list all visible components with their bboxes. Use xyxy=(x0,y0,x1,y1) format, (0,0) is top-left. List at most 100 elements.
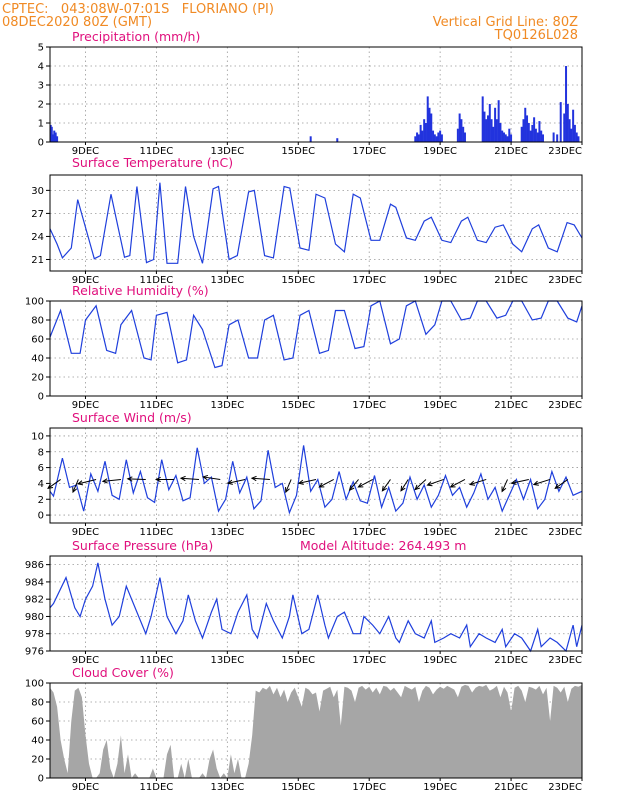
x-tick-label: 9DEC xyxy=(72,527,99,538)
y-tick-label: 24 xyxy=(31,232,44,243)
precipitation-bar xyxy=(538,121,541,142)
wind-vector-shaft xyxy=(72,479,79,493)
x-tick-label: 15DEC xyxy=(281,527,315,538)
x-tick-label: 17DEC xyxy=(352,655,386,666)
panel-frame xyxy=(49,682,583,779)
x-tick-label: 23DEC xyxy=(548,655,582,666)
wind-vector-shaft xyxy=(469,478,487,485)
panel-frame xyxy=(49,174,583,272)
precipitation-bar xyxy=(526,115,529,142)
precipitation-bar xyxy=(508,128,511,142)
precipitation-bar xyxy=(494,107,497,142)
series-line xyxy=(49,445,583,515)
precipitation-bar xyxy=(423,119,426,142)
wind-vector-head xyxy=(101,478,108,484)
y-tick-label: 27 xyxy=(31,209,44,220)
header-init-time: 08DEC2020 80Z (GMT) xyxy=(2,15,152,30)
wind-vector-shaft xyxy=(511,478,529,484)
panel-5: Surface Pressure (hPa) Model Altitude: 26… xyxy=(25,538,583,666)
wind-vector-shaft xyxy=(319,479,334,488)
wind-vector-head xyxy=(154,476,161,483)
header-grid-line: Vertical Grid Line: 80Z xyxy=(433,15,578,30)
wind-vector-shaft xyxy=(427,478,444,486)
x-tick-label: 9DEC xyxy=(72,655,99,666)
x-tick-label: 11DEC xyxy=(140,527,174,538)
wind-vector-head xyxy=(381,485,388,492)
x-tick-label: 19DEC xyxy=(423,527,457,538)
x-tick-label: 21DEC xyxy=(494,655,528,666)
x-tick-label: 21DEC xyxy=(494,782,528,793)
x-tick-label: 23DEC xyxy=(548,146,582,157)
x-tick-label: 15DEC xyxy=(281,782,315,793)
precipitation-bar xyxy=(533,117,536,142)
wind-vector-head xyxy=(414,484,421,491)
y-tick-label: 8 xyxy=(38,447,44,458)
y-tick-label: 0 xyxy=(38,392,44,403)
precipitation-bar xyxy=(50,126,53,142)
panel-title: Precipitation (mm/h) xyxy=(72,29,200,44)
x-tick-label: 23DEC xyxy=(548,782,582,793)
wind-vector-head xyxy=(126,476,133,482)
x-tick-label: 21DEC xyxy=(494,275,528,286)
precipitation-bar xyxy=(534,128,537,142)
y-tick-label: 21 xyxy=(31,255,44,266)
panel-title: Cloud Cover (%) xyxy=(72,665,174,680)
x-tick-label: 9DEC xyxy=(72,782,99,793)
precipitation-bar xyxy=(463,132,466,142)
x-tick-label: 13DEC xyxy=(210,655,244,666)
precipitation-bar xyxy=(492,126,495,142)
precipitation-bar xyxy=(572,109,575,142)
x-tick-label: 21DEC xyxy=(494,527,528,538)
panel-title: Relative Humidity (%) xyxy=(72,283,209,298)
precipitation-bar xyxy=(432,130,435,142)
y-tick-label: 10 xyxy=(31,431,44,442)
precipitation-bar xyxy=(421,130,424,142)
wind-vector-head xyxy=(285,487,290,494)
y-tick-label: 4 xyxy=(38,479,44,490)
x-tick-label: 15DEC xyxy=(281,655,315,666)
panel-2: Surface Temperature (nC) 21 24 27 30 9DEC 11DE… xyxy=(31,155,583,286)
precipitation-bar xyxy=(458,113,461,142)
wind-vector-head xyxy=(400,485,406,492)
y-tick-label: 20 xyxy=(31,755,44,766)
wind-vector-shaft xyxy=(127,478,146,480)
cloud-cover-area xyxy=(50,684,582,778)
wind-vector-shaft xyxy=(554,479,569,489)
wind-vector-shaft xyxy=(180,477,199,480)
precipitation-bar xyxy=(566,104,569,142)
precipitation-bar xyxy=(440,134,443,142)
x-tick-label: 19DEC xyxy=(423,400,457,411)
x-tick-label: 23DEC xyxy=(548,527,582,538)
wind-vector-head xyxy=(318,482,325,488)
wind-vector-shaft xyxy=(358,479,373,488)
y-tick-label: 984 xyxy=(25,577,44,588)
precipitation-bar xyxy=(522,119,525,142)
y-tick-label: 4 xyxy=(38,62,44,73)
x-tick-label: 19DEC xyxy=(423,655,457,666)
precipitation-bar xyxy=(556,134,559,142)
y-tick-label: 978 xyxy=(25,629,44,640)
wind-vector-shaft xyxy=(77,478,97,485)
panel-6: Cloud Cover (%) 0 20 40 60 80 100 9DEC 11DEC 13DE… xyxy=(25,665,583,793)
series-line xyxy=(49,182,583,264)
x-tick-label: 17DEC xyxy=(352,527,386,538)
wind-vector-head xyxy=(202,474,209,481)
y-tick-label: 80 xyxy=(31,698,44,709)
precipitation-bar xyxy=(417,134,420,142)
x-tick-label: 21DEC xyxy=(494,146,528,157)
precipitation-bar xyxy=(506,136,509,142)
precipitation-bar xyxy=(414,136,417,142)
wind-vector-shaft xyxy=(251,477,270,480)
y-tick-label: 0 xyxy=(38,774,44,785)
precipitation-bar xyxy=(462,126,465,142)
y-tick-label: 0 xyxy=(38,511,44,522)
y-tick-label: 976 xyxy=(25,647,44,658)
panel-title: Surface Wind (m/s) xyxy=(72,410,192,425)
precipitation-bar xyxy=(435,136,438,142)
precipitation-bar xyxy=(502,132,505,142)
x-tick-label: 9DEC xyxy=(72,146,99,157)
precipitation-bar xyxy=(53,130,56,142)
x-tick-label: 17DEC xyxy=(352,782,386,793)
precipitation-bar xyxy=(428,107,431,142)
